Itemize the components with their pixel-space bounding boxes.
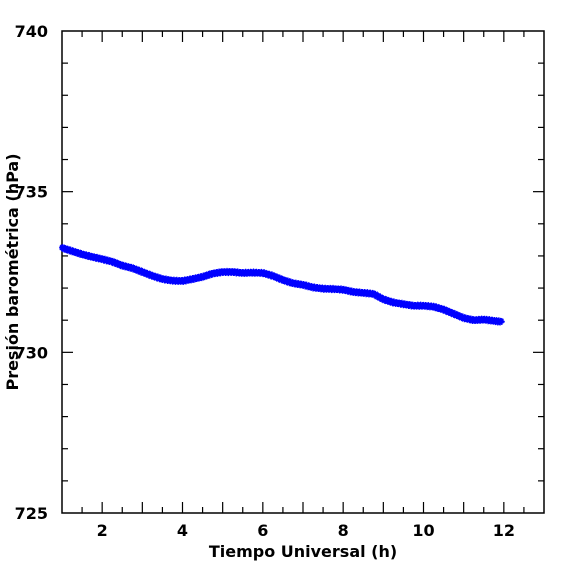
y-axis-label: Presión barométrica (hPa) xyxy=(3,153,22,390)
axis-tick-labels: 2 4 6 8 10 12 725 730 735 740 xyxy=(15,22,515,540)
data-point-star xyxy=(131,264,138,271)
data-series xyxy=(59,244,505,326)
data-point-star xyxy=(287,278,294,285)
x-tick-label: 8 xyxy=(338,521,349,540)
y-tick-label: 730 xyxy=(15,343,48,362)
data-point-star xyxy=(112,259,119,266)
x-tick-label: 12 xyxy=(493,521,515,540)
x-tick-label: 2 xyxy=(97,521,108,540)
y-tick-label: 740 xyxy=(15,22,48,41)
data-point-star xyxy=(498,318,505,325)
data-point-star xyxy=(139,267,146,274)
axis-ticks xyxy=(62,31,544,513)
x-tick-label: 6 xyxy=(257,521,268,540)
data-point-star xyxy=(383,296,390,303)
x-tick-label: 10 xyxy=(412,521,434,540)
x-tick-label: 4 xyxy=(177,521,188,540)
x-axis-label: Tiempo Universal (h) xyxy=(209,542,397,561)
y-tick-label: 725 xyxy=(15,504,48,523)
y-tick-label: 735 xyxy=(15,183,48,202)
data-point-star xyxy=(78,250,85,257)
data-point-star xyxy=(86,252,93,259)
data-point-star xyxy=(261,269,268,276)
